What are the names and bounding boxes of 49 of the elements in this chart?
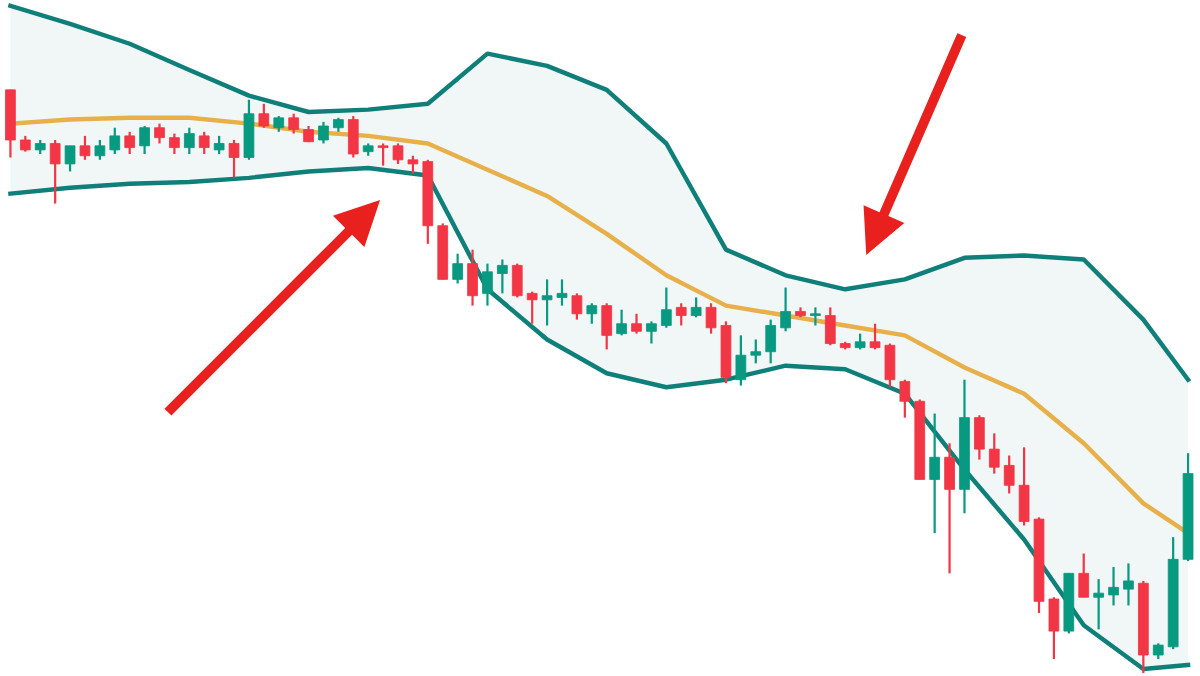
candlestick bbox=[631, 312, 642, 335]
candlestick bbox=[765, 318, 777, 365]
candlestick bbox=[735, 334, 747, 387]
candlestick bbox=[899, 378, 911, 419]
candlestick bbox=[109, 126, 121, 156]
candlestick bbox=[169, 132, 180, 156]
candlestick bbox=[616, 308, 627, 337]
candlestick bbox=[526, 290, 538, 325]
candlestick bbox=[94, 138, 106, 161]
candlestick bbox=[467, 248, 478, 307]
candlestick bbox=[243, 98, 255, 161]
candlestick bbox=[288, 112, 299, 135]
candlestick bbox=[511, 262, 523, 299]
candlestick bbox=[198, 130, 210, 156]
candlestick bbox=[49, 138, 61, 205]
candlestick bbox=[183, 126, 195, 156]
candlestick bbox=[258, 102, 270, 129]
candlestick bbox=[64, 144, 76, 173]
candlestick bbox=[228, 138, 240, 179]
candlestick bbox=[213, 134, 225, 156]
candlestick bbox=[347, 114, 359, 159]
candlestick bbox=[1078, 552, 1090, 599]
candlestick bbox=[601, 302, 613, 351]
candlestick bbox=[1093, 578, 1104, 631]
candlestick bbox=[154, 122, 165, 145]
candlestick bbox=[452, 252, 463, 285]
candlestick bbox=[79, 134, 91, 161]
candlestick bbox=[750, 338, 762, 365]
candlestick bbox=[974, 414, 985, 461]
candlestick bbox=[661, 286, 672, 329]
candlestick bbox=[497, 258, 508, 295]
candlestick bbox=[988, 432, 1000, 475]
candlestick bbox=[139, 124, 150, 156]
candlestick bbox=[571, 292, 583, 321]
candlestick bbox=[586, 302, 598, 325]
candlestick bbox=[646, 320, 657, 345]
candlestick bbox=[1108, 565, 1119, 607]
candlestick bbox=[824, 306, 836, 347]
candlestick bbox=[675, 302, 687, 327]
candlestick bbox=[944, 442, 955, 575]
candlestick bbox=[1123, 562, 1134, 607]
candlestick bbox=[690, 296, 702, 319]
candlestick bbox=[124, 130, 136, 156]
candlestick bbox=[318, 120, 329, 145]
candlestick bbox=[780, 286, 791, 333]
candlestick bbox=[929, 412, 940, 535]
candlestick bbox=[482, 262, 493, 307]
candlestick bbox=[810, 306, 821, 327]
candlestick bbox=[1003, 454, 1015, 495]
